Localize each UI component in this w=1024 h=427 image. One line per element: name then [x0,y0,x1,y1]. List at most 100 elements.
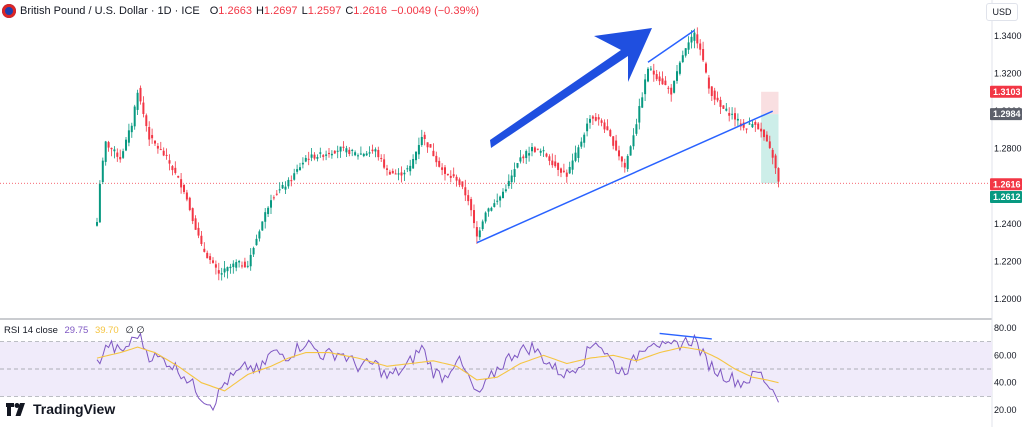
candle-body [632,135,635,147]
rsi-tick-label: 20.00 [994,405,1017,415]
candle-body [513,169,516,178]
candle-body [606,126,609,131]
candle-body [415,151,417,161]
candle-body [519,157,522,162]
candle-body [267,207,270,215]
candle-body [316,157,319,159]
candle-body [151,135,154,139]
candle-body [734,113,736,120]
candle-body [412,159,415,169]
candle-body [528,153,531,156]
candle-body [252,247,255,255]
candle-body [333,150,336,154]
candle-body [168,160,171,164]
rsi-value: 29.75 [64,325,89,336]
rsi-ma-value: 39.70 [94,325,119,336]
candle-body [745,128,748,130]
candle-body [568,166,571,174]
candle-body [597,117,600,120]
candle-body [319,152,322,154]
rsi-tick-label: 80.00 [994,323,1017,333]
candle-body [345,148,348,153]
price-label-text: 1.2984 [993,109,1021,119]
candle-body [388,171,391,175]
candle-body [125,139,127,151]
candle-body [107,142,110,148]
tradingview-logo[interactable]: TradingView [6,401,115,417]
candle-body [681,55,684,63]
candle-body [348,149,351,154]
candle-body [713,90,716,100]
candle-body [690,36,693,43]
candle-body [478,230,481,238]
candle-body [156,145,159,149]
candle-body [313,154,316,159]
candle-body [562,170,565,172]
low-value: 1.2597 [307,5,342,17]
candle-body [760,128,763,132]
candle-body [548,156,551,161]
candle-body [461,181,464,187]
candle-body [281,185,284,189]
price-tick-label: 1.2000 [994,294,1022,304]
candle-body [696,34,699,44]
candle-body [362,153,365,157]
close-label: C [345,5,354,17]
candle-body [667,87,670,89]
high-label: H [255,5,264,17]
candle-body [217,270,220,274]
candle-body [116,152,119,157]
candle-body [467,195,470,202]
candle-body [148,126,151,140]
candle-body [394,173,397,175]
candle-body [554,161,557,167]
candle-body [359,153,362,155]
candle-body [638,106,641,123]
candle-body [710,86,713,96]
candle-body [104,141,107,162]
candle-body [304,157,307,162]
candle-body [307,158,310,160]
candle-body [261,221,264,231]
candle-body [586,123,589,132]
candle-body [301,162,304,165]
candle-body [232,263,235,268]
candle-body [133,106,136,127]
candle-body [255,238,258,246]
candle-body [438,160,441,167]
candle-body [751,124,754,128]
candle-body [136,92,139,110]
candle-body [522,156,525,159]
candle-body [278,189,281,191]
candle-body [560,168,562,173]
candle-body [110,147,113,150]
rsi-ma-line [96,346,779,392]
candle-body [377,149,380,158]
candle-body [765,134,768,142]
candle-body [183,184,185,193]
candle-body [299,167,301,170]
candle-body [603,122,606,130]
currency-button[interactable]: USD [986,3,1018,21]
candle-body [458,179,461,185]
candle-body [154,140,156,144]
candle-body [287,179,290,187]
candle-body [368,152,371,154]
candle-body [246,265,249,267]
rsi-tick-label: 60.00 [994,350,1017,360]
candle-body [432,150,435,157]
candle-body [533,147,536,152]
candle-body [635,124,638,134]
candle-body [664,80,667,86]
candle-body [473,210,475,224]
candle-body [119,156,122,160]
candle-body [165,154,168,156]
candle-body [284,186,287,190]
candle-body [464,187,467,196]
symbol-title[interactable]: British Pound / U.S. Dollar · 1D · ICE [20,5,200,17]
candle-body [742,122,745,128]
candle-body [142,102,145,114]
candle-body [725,108,728,111]
rsi-name[interactable]: RSI 14 close [4,325,58,336]
candle-body [214,264,217,268]
